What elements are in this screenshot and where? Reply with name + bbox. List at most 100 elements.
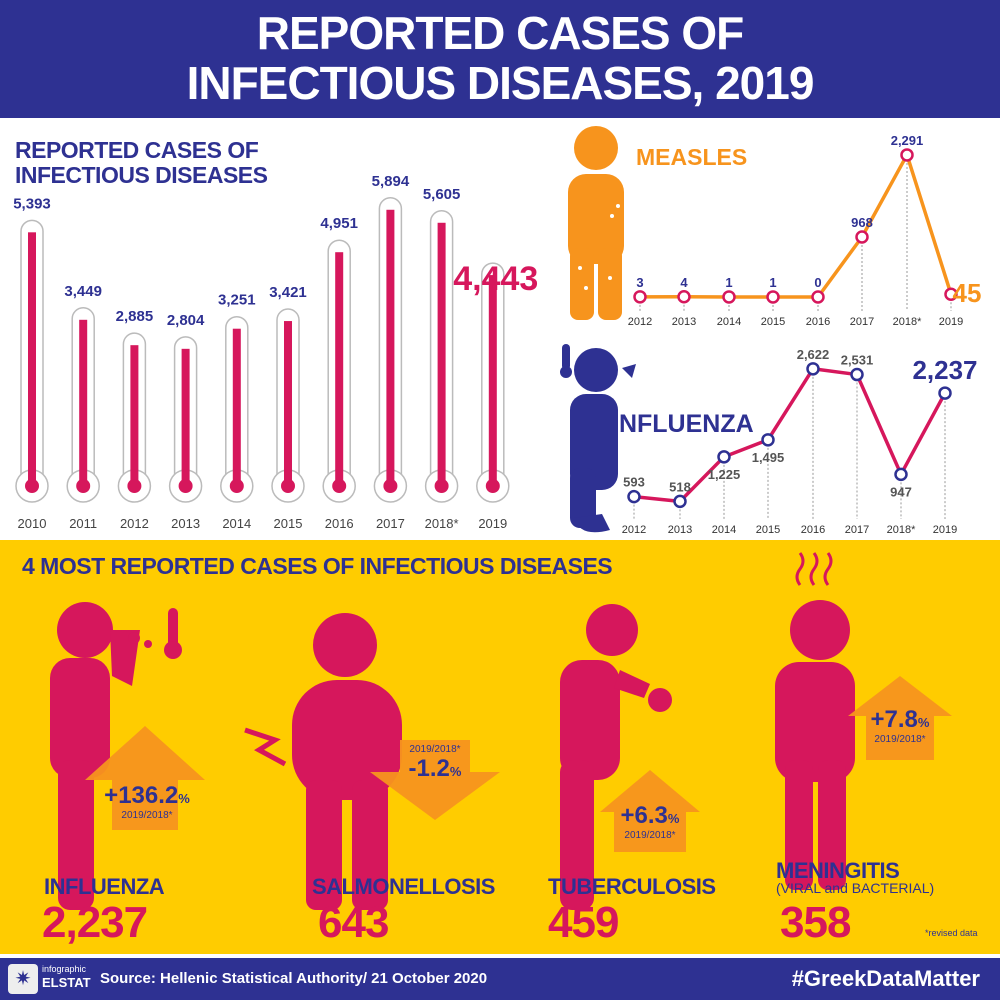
year-label: 2015	[756, 524, 780, 536]
data-point	[722, 290, 736, 304]
year-label: 2013	[668, 524, 692, 536]
salmonellosis-change: 2019/2018* -1.2%	[380, 744, 490, 783]
thermometer-bulb-fill	[485, 479, 500, 493]
thermometer-bulb-fill	[178, 479, 193, 493]
compare-label: 2019/2018*	[121, 810, 173, 821]
change-value: +7.8	[870, 706, 918, 733]
value-label-highlight: 45	[953, 278, 982, 308]
value-label: 5,605	[423, 186, 461, 203]
year-label: 2017	[850, 316, 874, 328]
salmonellosis-value: 643	[318, 898, 389, 947]
disease-figures	[50, 552, 952, 910]
top-diseases-section: 4 MOST REPORTED CASES OF INFECTIOUS DISE…	[0, 540, 1000, 954]
series-line	[639, 150, 953, 299]
year-label: 2015	[274, 516, 303, 531]
influenza-person-icon	[560, 344, 636, 533]
revised-note: *revised data	[925, 928, 978, 938]
value-label: 0	[814, 275, 821, 290]
year-label: 2013	[171, 516, 200, 531]
value-label: 4	[680, 275, 688, 290]
bar-chart-title: REPORTED CASES OF INFECTIOUS DISEASES	[15, 137, 268, 188]
influenza-title: INFLUENZA	[612, 410, 754, 438]
thermometer-bulb-fill	[383, 479, 398, 493]
change-value: -1.2	[408, 755, 450, 782]
thermometer-fill-bar	[181, 348, 190, 486]
value-label: 947	[890, 484, 912, 499]
data-point	[627, 489, 641, 504]
year-label: 2014	[222, 516, 251, 531]
thermometer-fill-bar	[284, 321, 292, 486]
compare-label: 2019/2018*	[624, 830, 676, 841]
tuberculosis-figure-icon	[560, 604, 672, 910]
year-label: 2012	[120, 516, 149, 531]
thermometer-fill-bar	[232, 328, 241, 486]
year-label: 2017	[376, 516, 405, 531]
elstat-logo-icon: ✷	[8, 964, 38, 994]
meningitis-change: +7.8% 2019/2018*	[845, 706, 955, 745]
measles-person-icon	[568, 126, 624, 320]
change-unit: %	[449, 764, 462, 779]
value-label: 2,291	[891, 133, 924, 148]
title-line-1: REPORTED CASES OF	[256, 7, 745, 59]
title-line-2: INFECTIOUS DISEASES, 2019	[186, 57, 815, 109]
data-point	[677, 290, 691, 304]
thermometer-fill-bar	[79, 319, 88, 486]
year-label: 2019	[933, 524, 957, 536]
data-point	[806, 362, 820, 376]
value-label-highlight: 4,443	[453, 260, 538, 298]
value-label: 4,951	[320, 215, 358, 232]
year-label: 2012	[622, 524, 646, 536]
change-value: +6.3	[620, 802, 668, 829]
year-label: 2018*	[893, 316, 922, 328]
year-label: 2010	[18, 516, 47, 531]
thermometer-fill-bar	[437, 222, 446, 486]
value-label: 1	[769, 275, 776, 290]
thermometer-bulb-fill	[434, 479, 449, 493]
change-unit: %	[917, 715, 930, 730]
thermometer-fill-bar	[386, 209, 395, 486]
value-label: 3,421	[269, 284, 307, 301]
value-label: 593	[623, 475, 645, 490]
year-label: 2019	[478, 516, 507, 531]
data-point	[894, 467, 908, 482]
year-label: 2018*	[887, 524, 916, 536]
logo-text-bottom: ELSTAT	[42, 975, 91, 990]
source-text: Source: Hellenic Statistical Authority/ …	[100, 970, 488, 987]
data-point	[938, 386, 952, 400]
value-label: 1,225	[708, 467, 741, 482]
thermometer-bulb-fill	[229, 479, 244, 493]
value-label: 968	[851, 215, 873, 230]
data-point	[766, 290, 780, 304]
measles-title: MEASLES	[636, 144, 748, 170]
header: REPORTED CASES OF INFECTIOUS DISEASES, 2…	[0, 0, 1000, 118]
change-unit: %	[667, 811, 680, 826]
year-label: 2012	[628, 316, 652, 328]
data-point	[811, 290, 825, 304]
thermometer-bulb-fill	[332, 479, 347, 493]
value-label: 518	[669, 479, 691, 494]
influenza-value: 2,237	[42, 898, 148, 947]
value-label-highlight: 2,237	[912, 355, 977, 385]
change-unit: %	[178, 791, 190, 806]
footer: ✷ infographic ELSTAT Source: Hellenic St…	[0, 958, 1000, 1000]
compare-label: 2019/2018*	[409, 744, 461, 755]
data-point	[900, 148, 914, 162]
year-label: 2017	[845, 524, 869, 536]
data-point	[761, 433, 775, 447]
data-point	[850, 367, 864, 382]
tuberculosis-up-arrow-icon	[600, 770, 700, 852]
value-label: 3,449	[64, 283, 102, 300]
thermometer-fill-bar	[335, 252, 344, 486]
year-label: 2016	[806, 316, 830, 328]
influenza-name: INFLUENZA	[44, 874, 165, 899]
change-value: +136.2	[104, 782, 179, 809]
year-label: 2019	[939, 316, 963, 328]
tuberculosis-change: +6.3% 2019/2018*	[595, 802, 705, 841]
tuberculosis-value: 459	[548, 898, 619, 947]
influenza-up-arrow-icon	[85, 726, 205, 830]
year-label: 2018*	[425, 516, 459, 531]
thermometer-bulb-fill	[281, 479, 295, 493]
data-point	[717, 450, 731, 464]
thermometer-bar-chart: 5,393 2010 3,449 2011 2,885 2012 2,804 2013 3,25…	[13, 173, 538, 531]
value-label: 2,622	[797, 347, 830, 362]
